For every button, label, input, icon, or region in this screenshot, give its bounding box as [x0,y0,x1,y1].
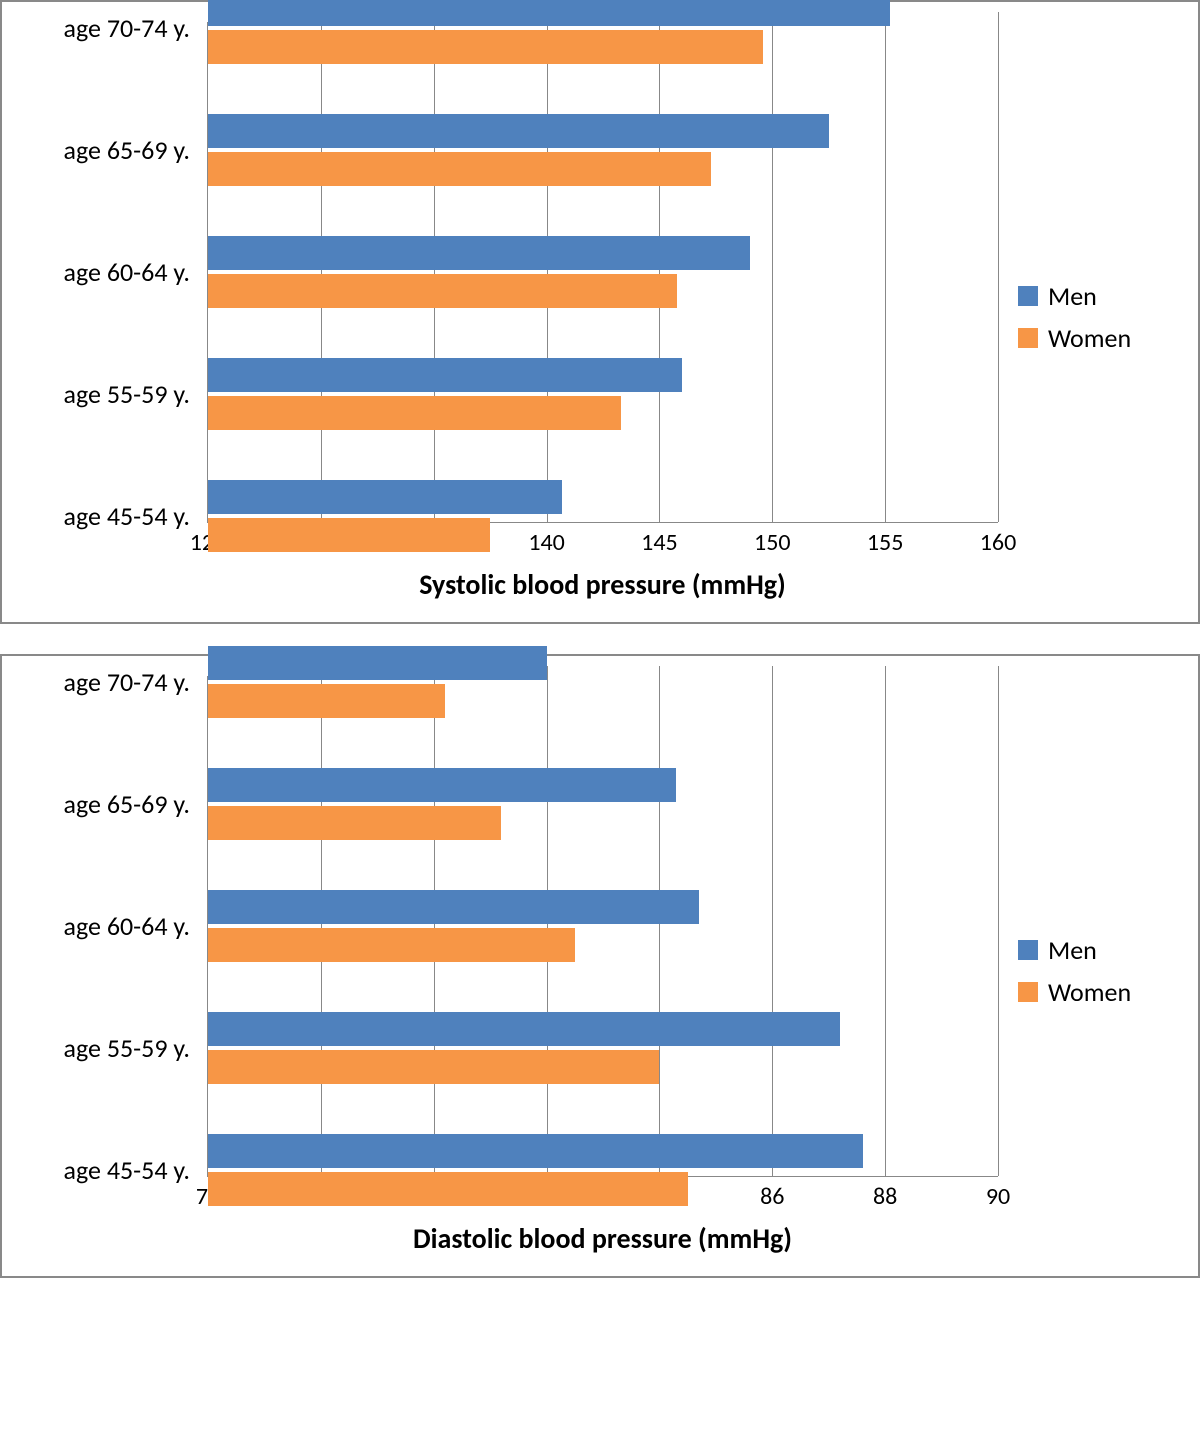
bar-men [208,890,699,924]
xtick-label: 86 [760,1182,784,1211]
xtick-label: 155 [867,528,904,557]
category-label: age 45-54 y. [64,500,208,532]
gridline [998,666,999,1176]
bar-women [208,30,763,64]
xtick-label: 90 [986,1182,1010,1211]
category-label: age 55-59 y. [64,1032,208,1064]
bar-women [208,684,445,718]
gridline [885,12,886,522]
bar-men [208,114,829,148]
legend-swatch-men [1018,940,1038,960]
chart-inner: 7678808284868890age 70-74 y.age 65-69 y.… [2,656,1198,1276]
plot-region: 125130135140145150155160age 70-74 y.age … [22,22,998,612]
legend: Men Women [998,270,1178,364]
xtick-label: 150 [754,528,791,557]
bar-women [208,152,711,186]
legend-item-women: Women [1018,976,1178,1008]
xtick-label: 145 [641,528,678,557]
legend-label-men: Men [1048,934,1097,966]
gridline [998,12,999,522]
bar-women [208,274,677,308]
bar-men [208,358,682,392]
bar-men [208,768,676,802]
bar-men [208,1012,840,1046]
bar-women [208,1050,659,1084]
plot-region: 7678808284868890age 70-74 y.age 65-69 y.… [22,676,998,1266]
plot-area: 7678808284868890age 70-74 y.age 65-69 y.… [207,676,998,1177]
category-label: age 60-64 y. [64,256,208,288]
category-label: age 65-69 y. [64,788,208,820]
chart-inner: 125130135140145150155160age 70-74 y.age … [2,2,1198,622]
chart-panel-diastolic: 7678808284868890age 70-74 y.age 65-69 y.… [0,654,1200,1278]
category-label: age 55-59 y. [64,378,208,410]
bar-men [208,480,562,514]
category-label: age 70-74 y. [64,12,208,44]
plot-area: 125130135140145150155160age 70-74 y.age … [207,22,998,523]
chart-panel-systolic: 125130135140145150155160age 70-74 y.age … [0,0,1200,624]
xtick-label: 88 [873,1182,897,1211]
bar-women [208,518,490,552]
bar-men [208,236,750,270]
bar-women [208,806,501,840]
legend-label-men: Men [1048,280,1097,312]
bar-women [208,1172,688,1206]
category-label: age 65-69 y. [64,134,208,166]
bar-women [208,928,575,962]
bar-men [208,646,547,680]
gridline [885,666,886,1176]
legend-item-women: Women [1018,322,1178,354]
legend-label-women: Women [1048,322,1131,354]
bar-men [208,1134,863,1168]
category-label: age 45-54 y. [64,1154,208,1186]
bar-women [208,396,621,430]
category-label: age 60-64 y. [64,910,208,942]
legend-label-women: Women [1048,976,1131,1008]
legend-item-men: Men [1018,280,1178,312]
gridline [772,666,773,1176]
x-axis-label: Diastolic blood pressure (mmHg) [207,1221,998,1266]
xtick-label: 160 [980,528,1017,557]
xtick-label: 140 [528,528,565,557]
x-axis-label: Systolic blood pressure (mmHg) [207,567,998,612]
legend-swatch-women [1018,982,1038,1002]
gridline [772,12,773,522]
legend-swatch-women [1018,328,1038,348]
category-label: age 70-74 y. [64,666,208,698]
legend-item-men: Men [1018,934,1178,966]
bar-men [208,0,890,26]
legend: Men Women [998,924,1178,1018]
legend-swatch-men [1018,286,1038,306]
